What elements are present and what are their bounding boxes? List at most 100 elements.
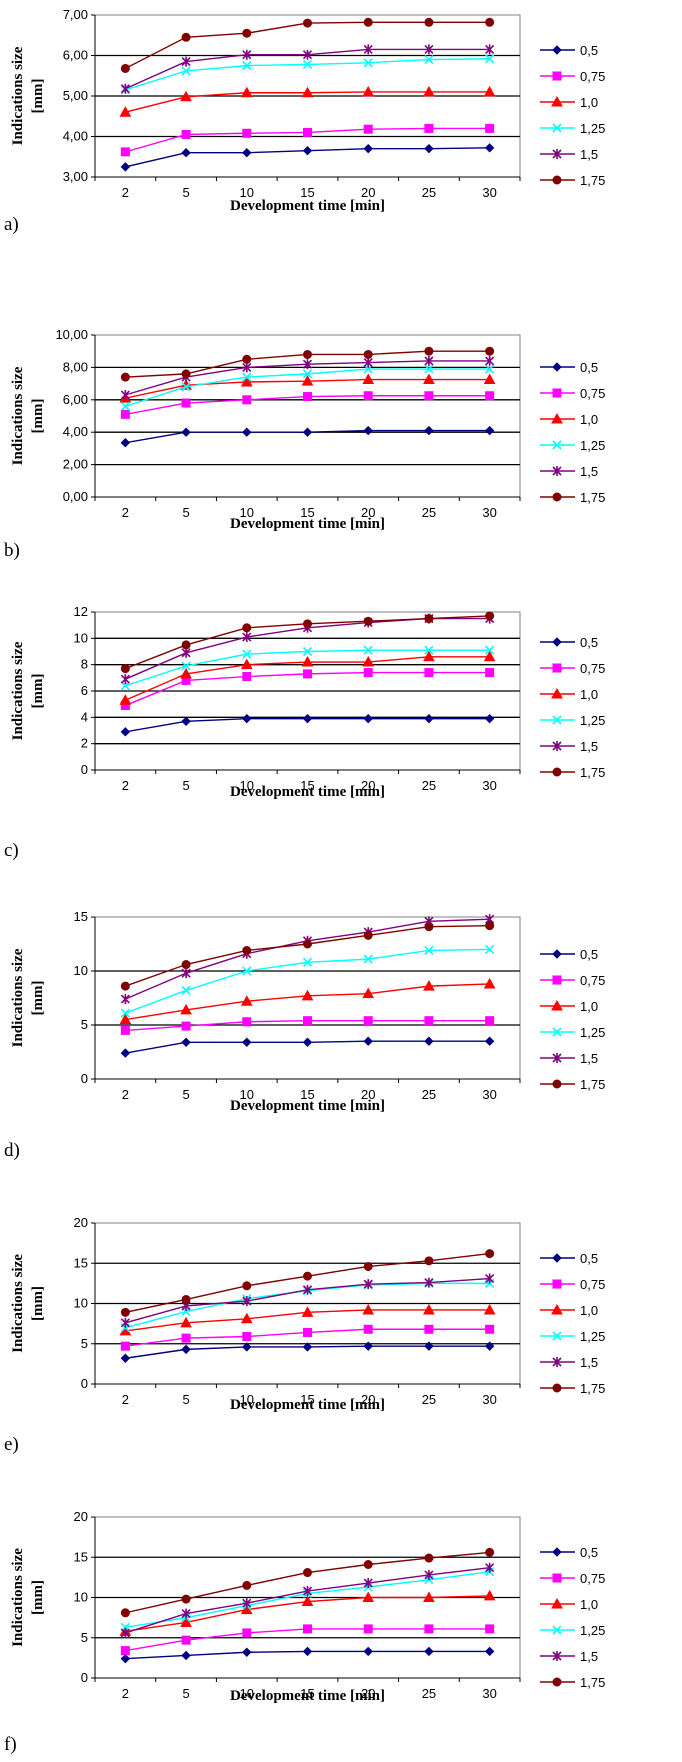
data-point (485, 54, 495, 64)
legend-label: 1,5 (580, 1355, 598, 1370)
data-point (303, 1624, 312, 1634)
data-point (181, 369, 191, 379)
legend-marker (551, 412, 563, 424)
panel-label-c: c) (4, 840, 19, 861)
data-point (120, 1317, 130, 1328)
legend-label: 1,5 (580, 147, 598, 162)
legend-entry: 0,75 (540, 386, 605, 401)
legend-label: 1,75 (580, 1381, 605, 1396)
y-axis-unit: [mm] (30, 399, 46, 434)
y-tick-label: 10 (74, 1296, 88, 1311)
y-tick-label: 4,00 (63, 424, 88, 439)
data-point (303, 1271, 312, 1281)
data-point (424, 425, 434, 436)
data-point (120, 389, 130, 400)
data-point (485, 355, 495, 366)
data-point (180, 1003, 192, 1015)
legend-label: 1,25 (580, 121, 605, 136)
data-point (242, 713, 252, 724)
data-point (242, 395, 252, 405)
data-point (423, 373, 435, 385)
legend-label: 0,5 (580, 360, 598, 375)
data-point (181, 398, 191, 408)
legend-label: 0,75 (580, 1277, 605, 1292)
data-point (242, 1580, 252, 1590)
series-1-75 (120, 1249, 495, 1317)
data-point (485, 391, 495, 401)
x-tick-label: 10 (240, 1087, 254, 1102)
data-point (424, 1277, 434, 1288)
series-0-5 (120, 1646, 495, 1664)
data-point (242, 128, 252, 138)
data-point (120, 1008, 130, 1018)
data-point (363, 1261, 373, 1271)
y-tick-label: 3,00 (63, 169, 88, 184)
legend-label: 1,5 (580, 464, 598, 479)
data-point (119, 1013, 132, 1025)
legend-marker (552, 715, 562, 725)
legend-entry: 0,5 (540, 1545, 598, 1560)
data-point (181, 1344, 191, 1355)
data-point (120, 727, 131, 737)
x-axis-label: Development time [min] (230, 516, 385, 532)
x-tick-label: 2 (122, 185, 129, 200)
data-point (363, 349, 373, 359)
data-point (301, 989, 314, 1001)
x-tick-label: 15 (300, 1686, 314, 1701)
data-point (120, 674, 130, 685)
legend-entry: 0,75 (540, 1277, 605, 1292)
legend-marker (552, 1053, 562, 1063)
x-tick-label: 25 (422, 1392, 436, 1407)
data-point (242, 1296, 252, 1307)
data-point (424, 668, 434, 678)
data-point (302, 1646, 313, 1657)
data-point (242, 945, 252, 955)
series-0-5 (120, 713, 495, 737)
legend-entry: 1,5 (540, 1051, 598, 1066)
x-tick-label: 30 (482, 185, 496, 200)
data-point (181, 1294, 191, 1304)
data-point (181, 129, 191, 139)
legend-marker (551, 1303, 563, 1315)
data-point (363, 954, 373, 964)
data-point (485, 1273, 495, 1284)
legend-label: 1,0 (580, 999, 598, 1014)
data-point (485, 1547, 495, 1557)
data-point (484, 1341, 495, 1351)
legend-marker (552, 362, 562, 372)
legend-marker (552, 175, 562, 185)
x-tick-label: 10 (240, 185, 254, 200)
y-tick-label: 15 (74, 1255, 88, 1270)
data-point (303, 18, 312, 28)
data-point (362, 85, 375, 97)
data-point (242, 623, 252, 633)
x-tick-label: 2 (122, 1087, 129, 1102)
data-point (119, 694, 132, 705)
data-point (362, 656, 375, 667)
legend-entry: 1,25 (540, 1329, 605, 1344)
data-point (242, 649, 252, 659)
data-point (120, 1653, 131, 1664)
x-axis-label: Development time [min] (230, 1098, 385, 1114)
x-tick-label: 10 (240, 1392, 254, 1407)
y-axis-unit: [mm] (30, 674, 46, 709)
series-1-75 (120, 611, 495, 674)
y-axis-unit: [mm] (30, 1580, 46, 1615)
legend-entry: 1,5 (540, 1355, 598, 1370)
y-tick-label: 2 (81, 736, 88, 751)
data-point (120, 162, 131, 172)
data-point (424, 922, 434, 932)
legend-entry: 1,0 (540, 1597, 598, 1612)
chart-e: 0 5 10 15 20 2 5 10 15 20 25 30 Development time [mi… (0, 1212, 682, 1474)
data-point (242, 372, 252, 382)
series-0-75 (120, 123, 495, 157)
data-point (242, 362, 252, 373)
x-tick-label: 15 (300, 1087, 314, 1102)
x-tick-label: 2 (122, 505, 129, 520)
legend-entry: 0,75 (540, 661, 605, 676)
legend-marker (552, 1625, 562, 1635)
data-point (485, 645, 495, 655)
data-point (484, 143, 495, 153)
legend-entry: 1,25 (540, 713, 605, 728)
x-tick-label: 30 (482, 1087, 496, 1102)
